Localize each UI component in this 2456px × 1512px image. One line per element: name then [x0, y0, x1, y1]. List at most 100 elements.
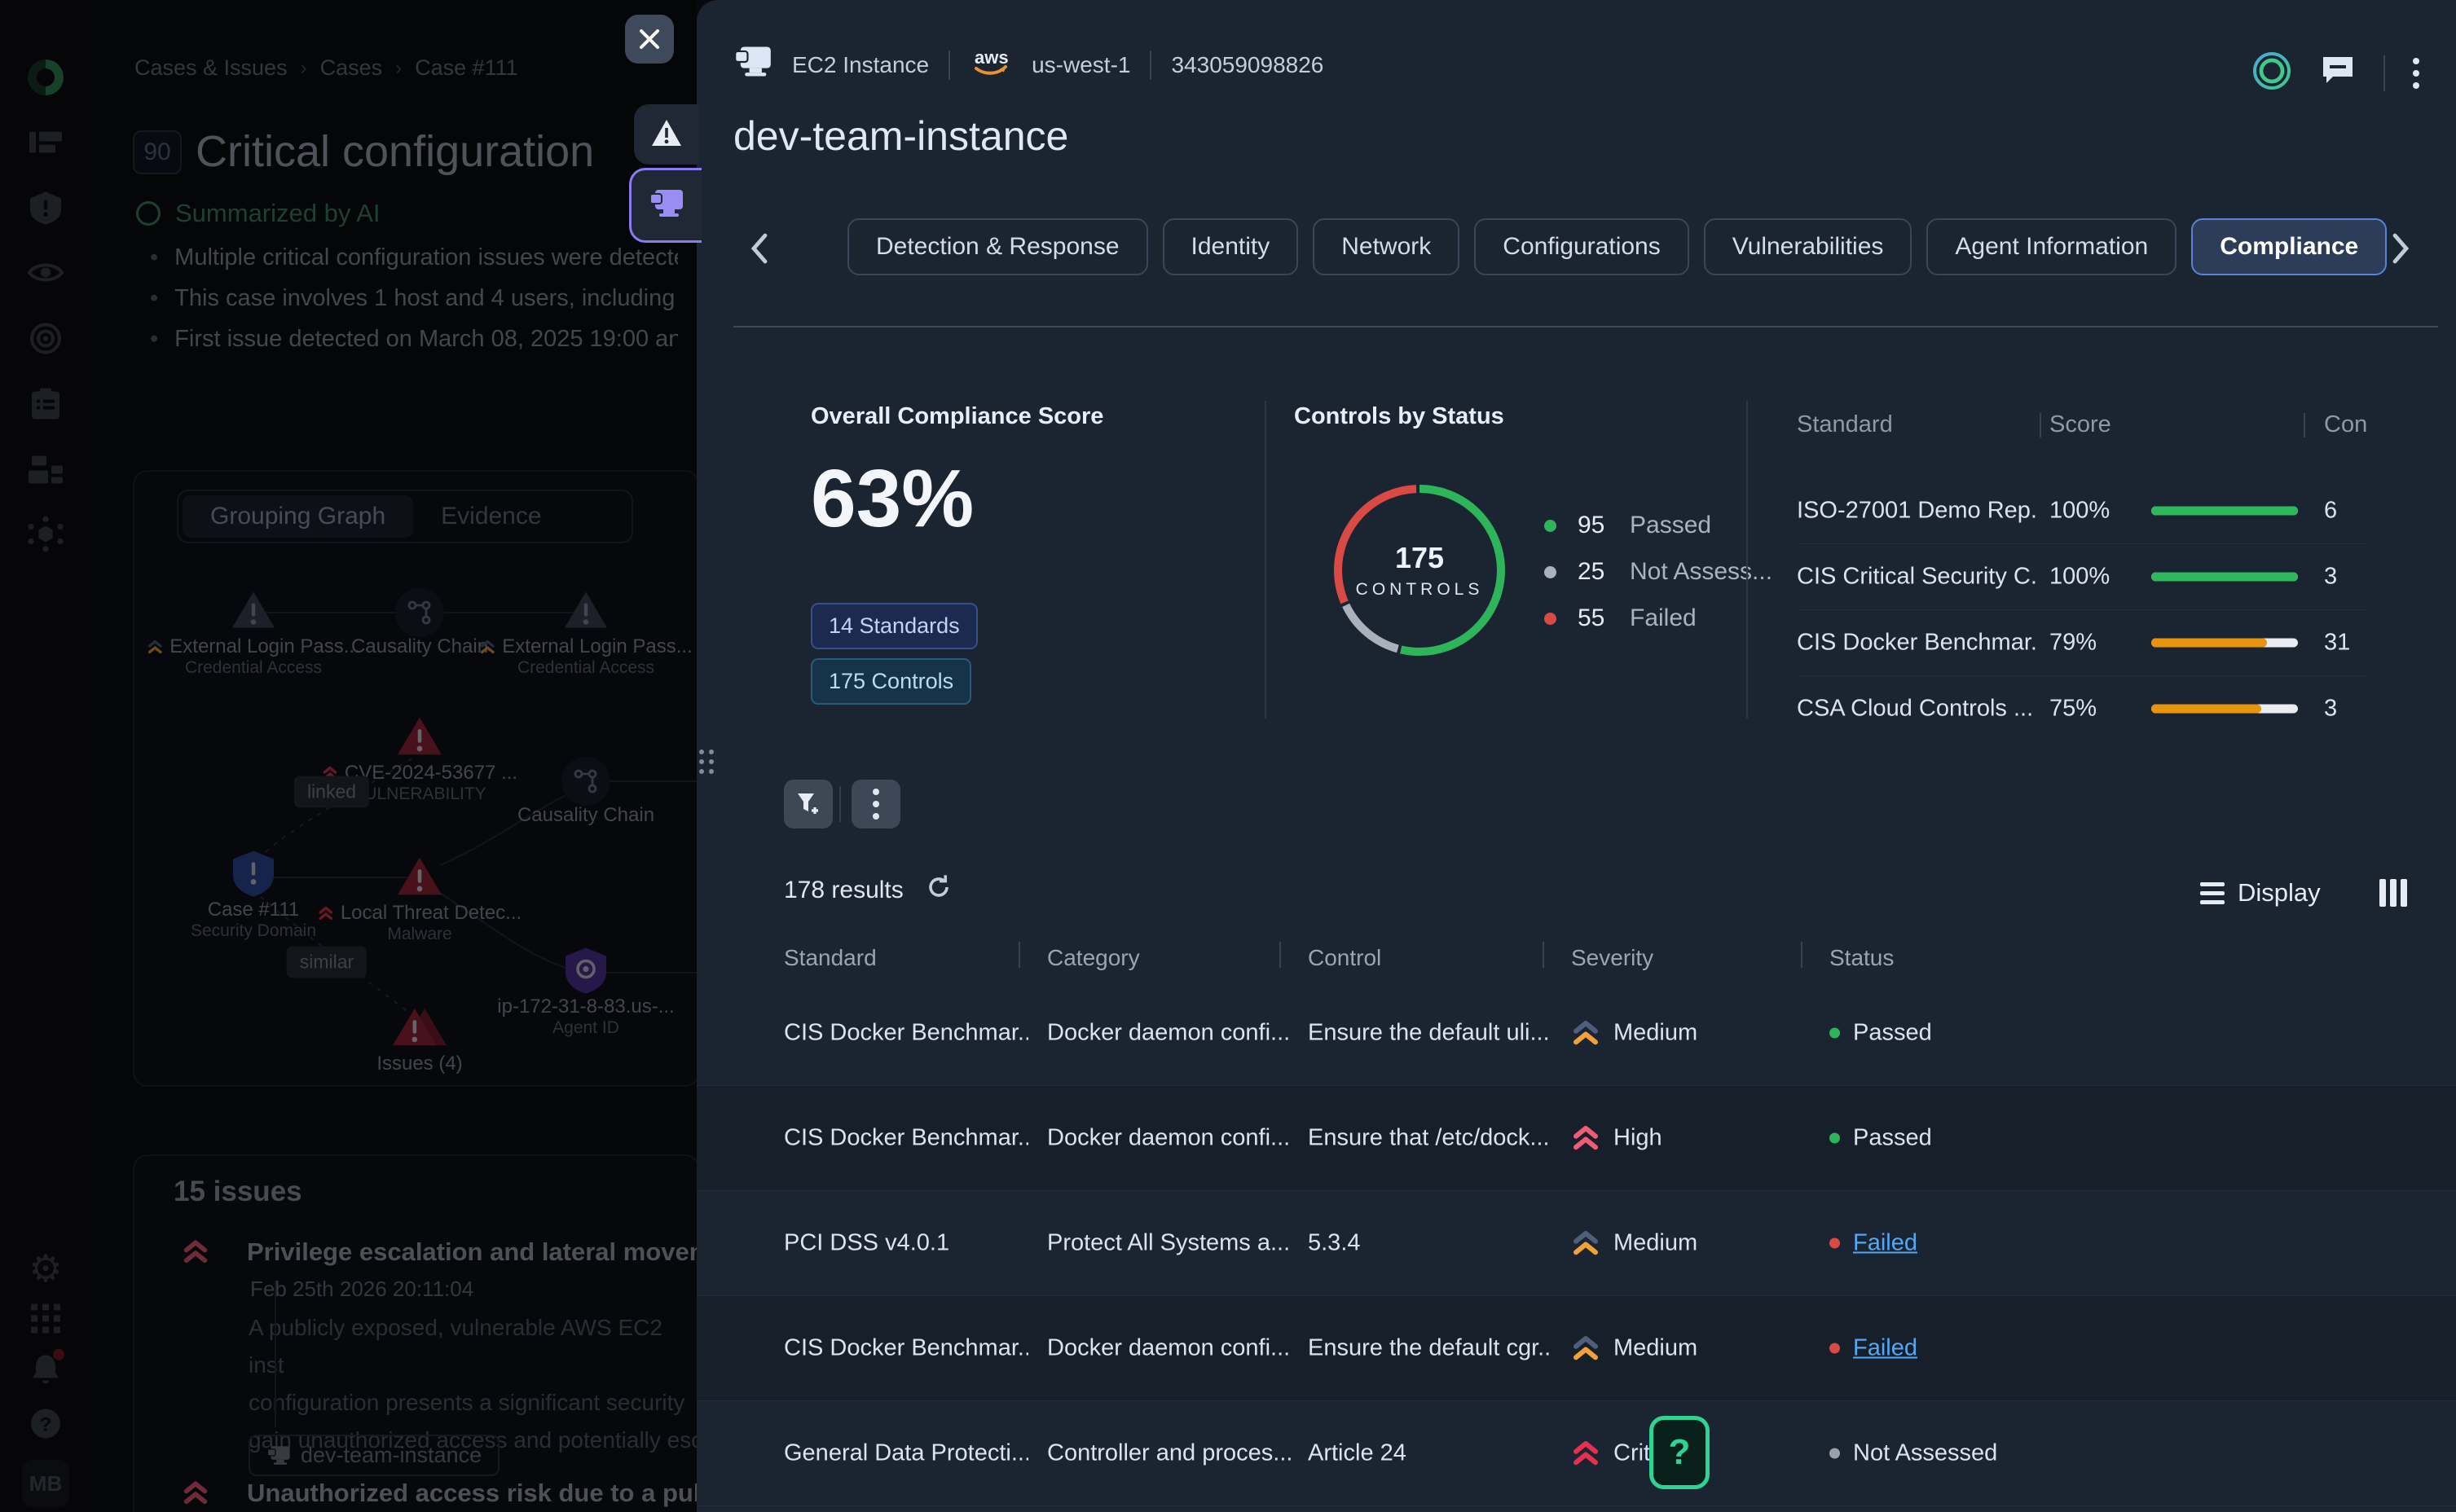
- cell-control: Ensure the default uli...: [1308, 1019, 1550, 1046]
- svg-text:aws: aws: [975, 47, 1009, 68]
- legend-value: 25: [1578, 558, 1605, 585]
- table-row[interactable]: General Data Protecti... Controller and …: [697, 1401, 2456, 1506]
- tab-configurations[interactable]: Configurations: [1474, 218, 1689, 275]
- controls-status-donut: [1334, 485, 1505, 656]
- legend-dot: [1544, 519, 1556, 532]
- cell-severity: Medium: [1571, 1334, 1816, 1361]
- results-column-category[interactable]: Category: [1047, 945, 1140, 970]
- display-control[interactable]: Display: [2200, 878, 2407, 908]
- table-options-button[interactable]: [852, 780, 900, 829]
- tab-detection-response[interactable]: Detection & Response: [847, 218, 1148, 275]
- asset-region-label: us-west-1: [1032, 51, 1131, 77]
- standards-row[interactable]: CIS Critical Security C... 100% 3: [1797, 544, 2367, 610]
- results-column-status[interactable]: Status: [1829, 945, 1895, 970]
- status-label: Passed: [1853, 1019, 1932, 1046]
- standard-name[interactable]: CIS Docker Benchmar...: [1797, 629, 2037, 656]
- standard-controls-count: 3: [2324, 563, 2338, 590]
- meta-separator: [1150, 50, 1152, 80]
- legend-item-passed: 95 Passed: [1544, 512, 1711, 539]
- modal-dim-overlay: [0, 0, 697, 1512]
- results-column-severity[interactable]: Severity: [1571, 945, 1654, 970]
- section-divider: [1265, 401, 1266, 719]
- table-row[interactable]: CIS Docker Benchmar... Docker daemon con…: [697, 1086, 2456, 1191]
- cell-status[interactable]: Failed: [1829, 1335, 2123, 1362]
- standard-score-bar: [2151, 572, 2298, 582]
- side-tab-alerts[interactable]: [634, 104, 699, 165]
- standard-name[interactable]: CSA Cloud Controls ...: [1797, 695, 2034, 722]
- tabs-scroll-left-icon[interactable]: [747, 232, 770, 269]
- table-row[interactable]: CIS Docker Benchmar... Docker daemon con…: [697, 981, 2456, 1086]
- cell-control: 5.3.4: [1308, 1229, 1361, 1256]
- results-column-control[interactable]: Control: [1308, 945, 1382, 970]
- tab-compliance[interactable]: Compliance: [2191, 218, 2388, 275]
- tab-vulnerabilities[interactable]: Vulnerabilities: [1703, 218, 1912, 275]
- cell-standard: CIS Docker Benchmar...: [784, 1124, 1028, 1151]
- column-divider: [1019, 942, 1020, 968]
- standards-row[interactable]: CSA Cloud Controls ... 75% 3: [1797, 676, 2367, 737]
- drag-handle[interactable]: [699, 749, 714, 774]
- standards-count-chip[interactable]: 14 Standards: [811, 603, 978, 649]
- legend-value: 55: [1578, 604, 1605, 631]
- status-dot: [1829, 1448, 1840, 1459]
- header-divider: [2383, 55, 2385, 91]
- chat-icon[interactable]: [2320, 54, 2356, 92]
- toolbar-divider: [839, 786, 841, 822]
- controls-by-status-heading: Controls by Status: [1294, 403, 1504, 429]
- standards-row[interactable]: CIS Docker Benchmar... 79% 31: [1797, 610, 2367, 676]
- results-table-body: CIS Docker Benchmar... Docker daemon con…: [697, 981, 2456, 1506]
- cell-standard: CIS Docker Benchmar...: [784, 1334, 1028, 1361]
- severity-medium-icon: [1574, 1336, 1598, 1360]
- tabs-divider: [733, 326, 2438, 327]
- tab-identity[interactable]: Identity: [1162, 218, 1299, 275]
- cell-status[interactable]: Failed: [1829, 1230, 2123, 1257]
- tab-network[interactable]: Network: [1313, 218, 1460, 275]
- cell-control: Article 24: [1308, 1439, 1406, 1466]
- tabs-scroll-right-icon[interactable]: [2390, 232, 2413, 269]
- status-label[interactable]: Failed: [1853, 1334, 1917, 1361]
- severity-medium-icon: [1574, 1021, 1598, 1045]
- cell-status: Passed: [1829, 1125, 2123, 1152]
- cell-severity: Medium: [1571, 1019, 1816, 1046]
- asset-tabs: Detection & Response Identity Network Confi…: [847, 218, 2388, 275]
- standards-row[interactable]: ISO-27001 Demo Rep... 100% 6: [1797, 478, 2367, 544]
- standard-score: 100%: [2049, 497, 2110, 524]
- table-row[interactable]: PCI DSS v4.0.1 Protect All Systems a... …: [697, 1191, 2456, 1296]
- standards-column-score: Score: [2049, 411, 2111, 437]
- compliance-score-value: 63%: [811, 453, 975, 544]
- donut-center: 175 CONTROLS: [1355, 541, 1484, 599]
- asset-type-label: EC2 Instance: [792, 51, 930, 77]
- ai-rings-icon[interactable]: [2251, 51, 2292, 95]
- status-dot: [1829, 1237, 1840, 1249]
- standards-table: Standard Score Controls ISO-27001 Demo Rep.…: [1797, 411, 2367, 737]
- standard-name[interactable]: ISO-27001 Demo Rep...: [1797, 497, 2037, 524]
- status-label[interactable]: Failed: [1853, 1229, 1917, 1256]
- status-label: Passed: [1853, 1124, 1932, 1151]
- warning-triangle-icon: [650, 118, 683, 152]
- asset-type-monitor-icon: [733, 45, 772, 85]
- status-dot: [1829, 1027, 1840, 1039]
- cell-severity: High: [1571, 1124, 1816, 1151]
- cell-standard: General Data Protecti...: [784, 1439, 1028, 1466]
- results-count: 178 results: [784, 873, 953, 908]
- table-row[interactable]: CIS Docker Benchmar... Docker daemon con…: [697, 1296, 2456, 1401]
- close-button[interactable]: [625, 15, 674, 64]
- status-dot: [1829, 1132, 1840, 1144]
- columns-icon[interactable]: [2379, 879, 2407, 907]
- asset-detail-panel: EC2 Instance aws us-west-1 343059098826: [697, 0, 2456, 1512]
- results-column-standard[interactable]: Standard: [784, 945, 877, 970]
- refresh-icon[interactable]: [925, 873, 953, 908]
- more-options-kebab-icon[interactable]: [2413, 57, 2419, 89]
- column-divider: [1543, 942, 1544, 968]
- cell-category: Controller and proces...: [1047, 1439, 1292, 1466]
- results-table-header: Standard Category Control Severity Status: [697, 935, 2456, 981]
- controls-count-chip[interactable]: 175 Controls: [811, 658, 972, 705]
- side-tab-asset[interactable]: [629, 168, 702, 243]
- standard-score-bar: [2151, 638, 2298, 648]
- legend-item-not-assess-: 25 Not Assess...: [1544, 558, 1772, 586]
- tab-agent-information[interactable]: Agent Information: [1926, 218, 2177, 275]
- cell-standard: PCI DSS v4.0.1: [784, 1229, 950, 1256]
- legend-value: 95: [1578, 512, 1605, 538]
- add-filter-button[interactable]: [784, 780, 833, 829]
- standard-name[interactable]: CIS Critical Security C...: [1797, 563, 2037, 590]
